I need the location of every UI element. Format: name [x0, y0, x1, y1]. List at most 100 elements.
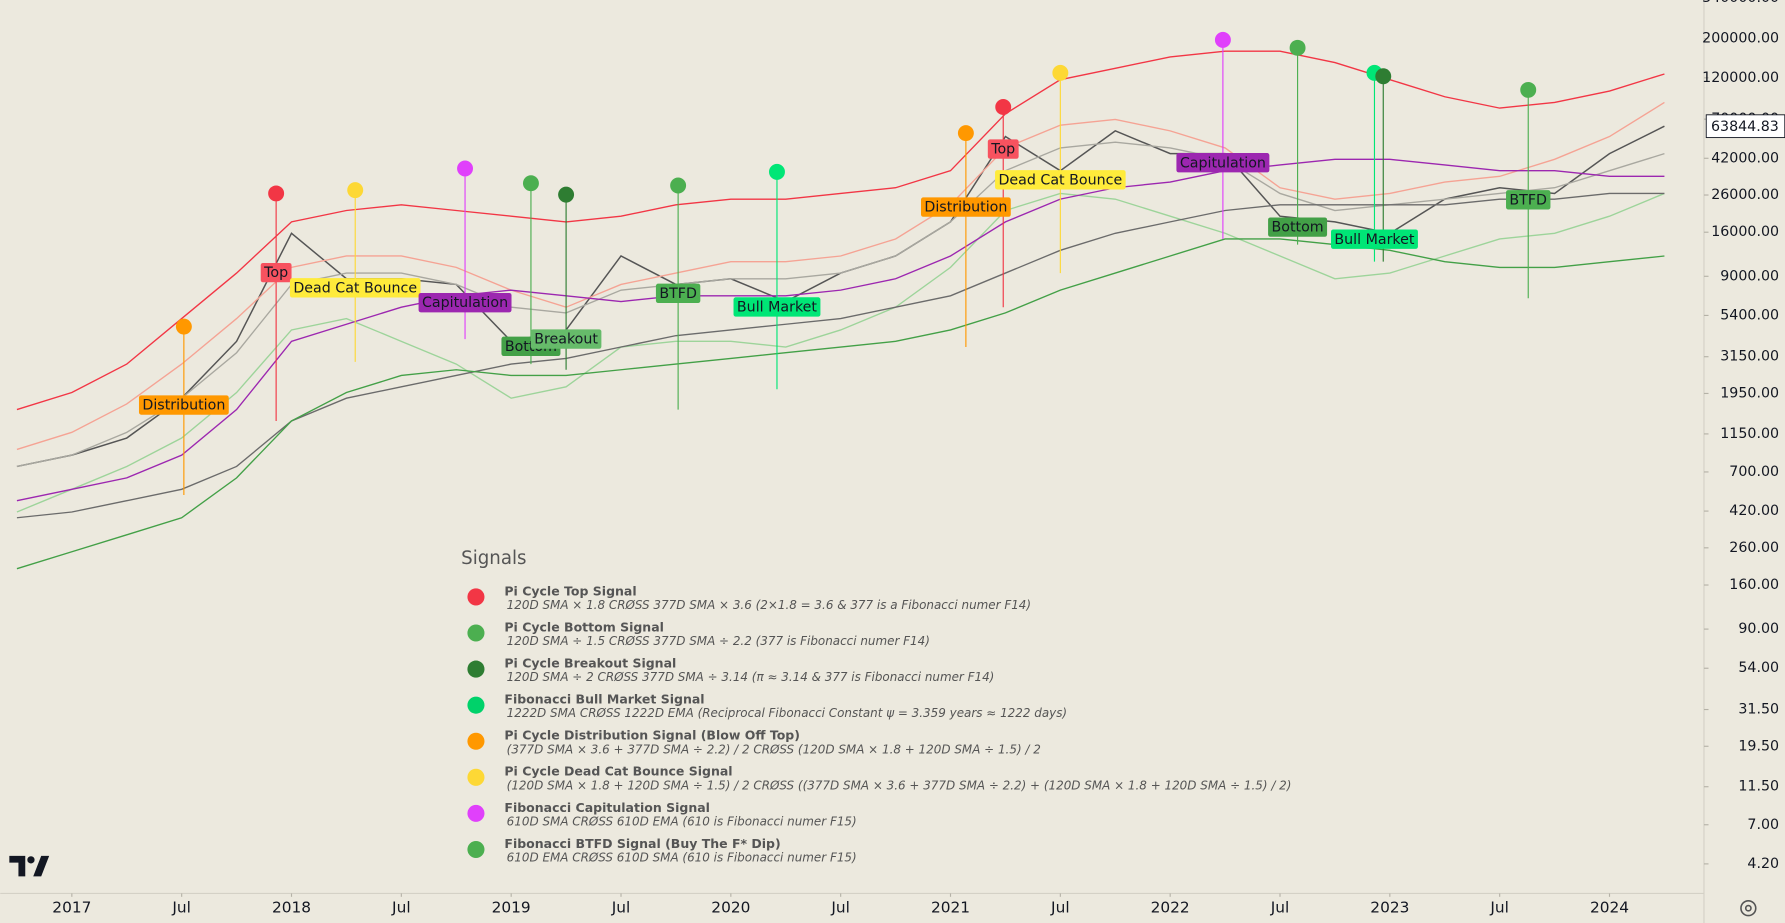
y-tick-label: 420.00: [1729, 503, 1779, 519]
signal-dot: [957, 125, 974, 142]
signal-label-box: [1268, 217, 1328, 237]
series-line: [16, 158, 1665, 502]
legend-marker: [467, 660, 485, 678]
signal-label: Top: [990, 142, 1015, 158]
legend-marker: [467, 732, 485, 750]
legend-description: (120D SMA × 1.8 + 120D SMA ÷ 1.5) / 2 CR…: [507, 778, 1292, 792]
legend-marker: [467, 804, 485, 822]
legend-description: 1222D SMA CRØSS 1222D EMA (Reciprocal Fi…: [507, 706, 1067, 720]
signal-label-box: [260, 262, 292, 283]
signal-dot: [1520, 81, 1537, 98]
signal-label: Distribution: [142, 398, 225, 414]
legend-description: 610D SMA CRØSS 610D EMA (610 is Fibonacc…: [507, 814, 857, 828]
signal-dot: [268, 185, 285, 202]
legend-name: Pi Cycle Dead Cat Bounce Signal: [504, 764, 732, 779]
legend-description: 120D SMA ÷ 2 CRØSS 377D SMA ÷ 3.14 (π ≈ …: [507, 670, 995, 684]
signal-label: Bull Market: [1334, 232, 1414, 248]
y-tick-label: 700.00: [1729, 464, 1779, 480]
logo-part: [27, 856, 35, 864]
y-tick-label: 1150.00: [1720, 426, 1779, 442]
y-tick-label: 42000.00: [1711, 150, 1779, 166]
y-tick-label: 160.00: [1729, 577, 1779, 593]
series-line: [16, 192, 1665, 513]
plot-lines: [16, 50, 1665, 570]
legend-marker: [467, 840, 485, 859]
legend-name: Fibonacci Capitulation Signal: [504, 800, 710, 815]
legend-name: Pi Cycle Breakout Signal: [504, 655, 676, 670]
x-tick-label: Jul: [1489, 899, 1509, 917]
settings-icon[interactable]: [1744, 904, 1752, 912]
signal-label-box: [1506, 190, 1551, 210]
x-tick-label: 2018: [272, 899, 311, 917]
y-tick-label: 1950.00: [1720, 385, 1779, 401]
y-tick-label: 4.20: [1747, 856, 1779, 872]
signal-dot: [457, 160, 474, 177]
y-tick-label: 9000.00: [1720, 268, 1779, 284]
y-tick-label: 340000.00: [1702, 0, 1779, 6]
legend-description: 120D SMA × 1.8 CRØSS 377D SMA × 3.6 (2×1…: [507, 598, 1031, 612]
x-tick-label: Jul: [391, 899, 411, 917]
settings-button[interactable]: [1740, 900, 1757, 917]
logo-part: [33, 855, 50, 877]
x-tick-label: 2024: [1590, 899, 1629, 917]
signal-dot: [1289, 39, 1306, 56]
logo-part: [9, 855, 26, 877]
legend-name: Pi Cycle Top Signal: [504, 583, 636, 598]
signal-label-box: [920, 197, 1011, 217]
signal-label-box: [289, 278, 421, 298]
signal-dot: [769, 163, 785, 180]
legend-name: Fibonacci Bull Market Signal: [504, 692, 704, 707]
x-tick-label: 2019: [492, 899, 531, 917]
y-tick-label: 19.50: [1738, 738, 1779, 754]
signal-label: Dead Cat Bounce: [998, 172, 1122, 188]
signal-label-box: [1176, 153, 1270, 173]
legend-marker: [467, 588, 485, 606]
y-tick-label: 200000.00: [1702, 31, 1779, 47]
signal-label: Capitulation: [422, 295, 508, 311]
signal-dot: [1214, 31, 1231, 48]
signal-label-box: [733, 297, 821, 317]
signal-label: BTFD: [1509, 192, 1547, 208]
legend-name: Pi Cycle Bottom Signal: [504, 619, 664, 634]
legend-description: 120D SMA ÷ 1.5 CRØSS 377D SMA ÷ 2.2 (377…: [507, 634, 930, 648]
x-tick-label: Jul: [1050, 899, 1070, 917]
legend-title: Signals: [461, 548, 526, 569]
signal-label-box: [1331, 229, 1418, 249]
series-line: [16, 238, 1665, 570]
x-tick-label: 2023: [1370, 899, 1409, 917]
signal-label: Capitulation: [1180, 155, 1266, 171]
signal-dot: [522, 175, 539, 192]
legend-marker: [467, 768, 485, 786]
settings-icon[interactable]: [1740, 900, 1757, 917]
axes: 340000.00200000.00120000.0070000.0042000…: [52, 0, 1785, 917]
x-tick-label: 2020: [711, 899, 750, 917]
y-tick-label: 7.00: [1747, 817, 1779, 833]
signal-label-box: [530, 329, 602, 349]
x-tick-label: Jul: [1270, 899, 1290, 917]
legend-description: (377D SMA × 3.6 + 377D SMA ÷ 2.2) / 2 CR…: [507, 742, 1041, 756]
legend-name: Fibonacci BTFD Signal (Buy The F* Dip): [504, 836, 780, 851]
signal-label: Bull Market: [737, 300, 817, 316]
x-tick-label: 2022: [1151, 899, 1190, 917]
legend-description: 610D EMA CRØSS 610D SMA (610 is Fibonacc…: [507, 851, 857, 865]
y-tick-label: 5400.00: [1720, 307, 1779, 323]
signal-label: Breakout: [534, 332, 598, 348]
x-tick-label: 2021: [931, 899, 970, 917]
signal-label-box: [987, 139, 1019, 159]
signal-label: Distribution: [924, 200, 1007, 216]
legend-marker: [467, 696, 485, 714]
y-tick-label: 3150.00: [1720, 349, 1779, 365]
x-tick-label: Jul: [611, 899, 631, 917]
y-tick-label: 11.50: [1738, 779, 1779, 795]
signal-dot: [558, 186, 575, 203]
price-label: 63844.83: [1711, 119, 1779, 135]
legend-name: Pi Cycle Distribution Signal (Blow Off T…: [504, 728, 800, 743]
y-tick-label: 120000.00: [1702, 70, 1779, 86]
signals: Distribution Top Dead Cat Bounce Capitulati…: [138, 31, 1551, 496]
signal-dot: [1375, 68, 1392, 85]
signal-label: Top: [263, 265, 288, 281]
x-tick-label: 2017: [52, 899, 91, 917]
signal-label-box: [138, 395, 229, 415]
